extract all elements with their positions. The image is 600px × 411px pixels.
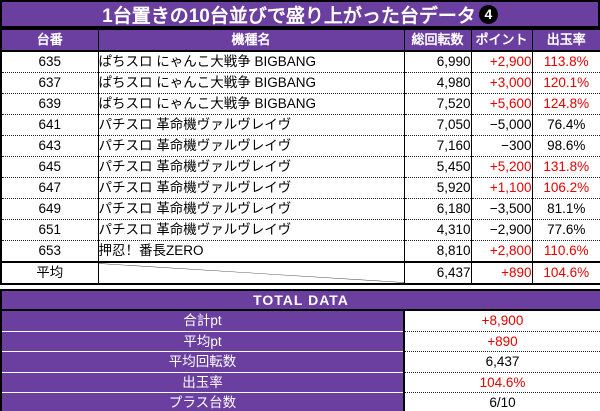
points: +3,000 [470,72,533,94]
machine-number: 641 [0,114,99,136]
total-value: +8,900 [404,310,600,332]
total-row: プラス台数 6/10 [1,392,600,411]
payout-rate: 120.1% [531,72,600,94]
points: +1,100 [470,177,533,199]
table-row: 639 ぱちスロ にゃんこ大戦争 BIGBANG 7,520 +5,600 12… [0,93,600,115]
payout-rate: 124.8% [531,93,600,115]
model-name: パチスロ 革命機ヴァルヴレイヴ [97,114,405,136]
model-name: ぱちスロ にゃんこ大戦争 BIGBANG [97,51,405,73]
page-title: 1台置きの10台並びで盛り上がった台データ [102,5,476,27]
machine-number: 651 [0,219,99,241]
model-name: パチスロ 革命機ヴァルヴレイヴ [97,219,405,241]
total-label: 出玉率 [1,372,405,393]
total-label: 平均pt [1,331,405,352]
points: −5,000 [470,114,533,136]
total-spins: 6,990 [403,51,472,73]
points: +5,200 [470,156,533,178]
total-spins: 8,810 [403,240,472,263]
total-value: 6/10 [404,392,600,411]
total-data-header-row: TOTAL DATA [1,290,600,311]
total-label: プラス台数 [1,392,405,411]
machine-number: 647 [0,177,99,199]
table-row: 641 パチスロ 革命機ヴァルヴレイヴ 7,050 −5,000 76.4% [0,114,600,136]
machine-number: 635 [0,51,99,73]
table-row: 649 パチスロ 革命機ヴァルヴレイヴ 6,180 −3,500 81.1% [0,198,600,220]
total-spins: 4,310 [403,219,472,241]
table-row: 653 押忍！番長ZERO 8,810 +2,800 110.6% [0,240,600,263]
average-points: +890 [470,261,533,284]
total-value: 6,437 [404,351,600,373]
total-value: 104.6% [404,372,600,393]
total-spins: 7,050 [403,114,472,136]
machine-data-table: 台番 機種名 総回転数 ポイント 出玉率 635 ぱちスロ にゃんこ大戦争 BI… [0,28,600,285]
total-row: 合計pt +8,900 [1,310,600,332]
payout-rate: 106.2% [531,177,600,199]
model-name: パチスロ 革命機ヴァルヴレイヴ [97,156,405,178]
average-payout-rate: 104.6% [531,261,600,284]
machine-number: 649 [0,198,99,220]
total-spins: 5,920 [403,177,472,199]
average-total-spins: 6,437 [403,261,472,284]
diagonal-strike-line [103,264,403,283]
machine-number: 653 [0,240,99,263]
points: −2,900 [470,219,533,241]
circled-number-4-icon: 4 [478,4,498,24]
points: −3,500 [470,198,533,220]
table-row: 643 パチスロ 革命機ヴァルヴレイヴ 7,160 −300 98.6% [0,135,600,157]
table-header-row: 台番 機種名 総回転数 ポイント 出玉率 [0,29,600,52]
col-header-points: ポイント [470,29,533,52]
total-spins: 5,450 [403,156,472,178]
total-label: 平均回転数 [1,351,405,373]
total-data-title: TOTAL DATA [1,290,600,311]
machine-number: 639 [0,93,99,115]
machine-number: 645 [0,156,99,178]
payout-rate: 81.1% [531,198,600,220]
col-header-model-name: 機種名 [97,29,405,52]
total-row: 平均pt +890 [1,331,600,352]
total-row: 出玉率 104.6% [1,372,600,393]
payout-rate: 110.6% [531,240,600,263]
payout-rate: 76.4% [531,114,600,136]
machine-number: 637 [0,72,99,94]
total-spins: 7,160 [403,135,472,157]
model-name: パチスロ 革命機ヴァルヴレイヴ [97,135,405,157]
total-row: 平均回転数 6,437 [1,351,600,373]
table-row: 637 ぱちスロ にゃんこ大戦争 BIGBANG 4,980 +3,000 12… [0,72,600,94]
payout-rate: 131.8% [531,156,600,178]
total-value: +890 [404,331,600,352]
table-row: 645 パチスロ 革命機ヴァルヴレイヴ 5,450 +5,200 131.8% [0,156,600,178]
total-data-table: TOTAL DATA 合計pt +8,900 平均pt +890 平均回転数 6… [0,289,600,411]
model-name: ぱちスロ にゃんこ大戦争 BIGBANG [97,72,405,94]
model-name: 押忍！番長ZERO [97,240,405,263]
average-row: 平均 6,437 +890 104.6% [0,261,600,284]
model-name: パチスロ 革命機ヴァルヴレイヴ [97,198,405,220]
total-label: 合計pt [1,310,405,332]
points: −300 [470,135,533,157]
model-name: パチスロ 革命機ヴァルヴレイヴ [97,177,405,199]
total-spins: 4,980 [403,72,472,94]
table-row: 647 パチスロ 革命機ヴァルヴレイヴ 5,920 +1,100 106.2% [0,177,600,199]
machine-number: 643 [0,135,99,157]
model-name: ぱちスロ にゃんこ大戦争 BIGBANG [97,93,405,115]
points: +5,600 [470,93,533,115]
empty-cell-diagonal [97,261,405,284]
payout-rate: 77.6% [531,219,600,241]
col-header-payout-rate: 出玉率 [531,29,600,52]
title-bar: 1台置きの10台並びで盛り上がった台データ 4 [0,0,600,28]
payout-rate: 98.6% [531,135,600,157]
table-row: 651 パチスロ 革命機ヴァルヴレイヴ 4,310 −2,900 77.6% [0,219,600,241]
table-row: 635 ぱちスロ にゃんこ大戦争 BIGBANG 6,990 +2,900 11… [0,51,600,73]
payout-rate: 113.8% [531,51,600,73]
points: +2,800 [470,240,533,263]
average-label: 平均 [0,261,99,284]
col-header-machine-number: 台番 [0,29,99,52]
total-spins: 7,520 [403,93,472,115]
points: +2,900 [470,51,533,73]
total-spins: 6,180 [403,198,472,220]
col-header-total-spins: 総回転数 [403,29,472,52]
